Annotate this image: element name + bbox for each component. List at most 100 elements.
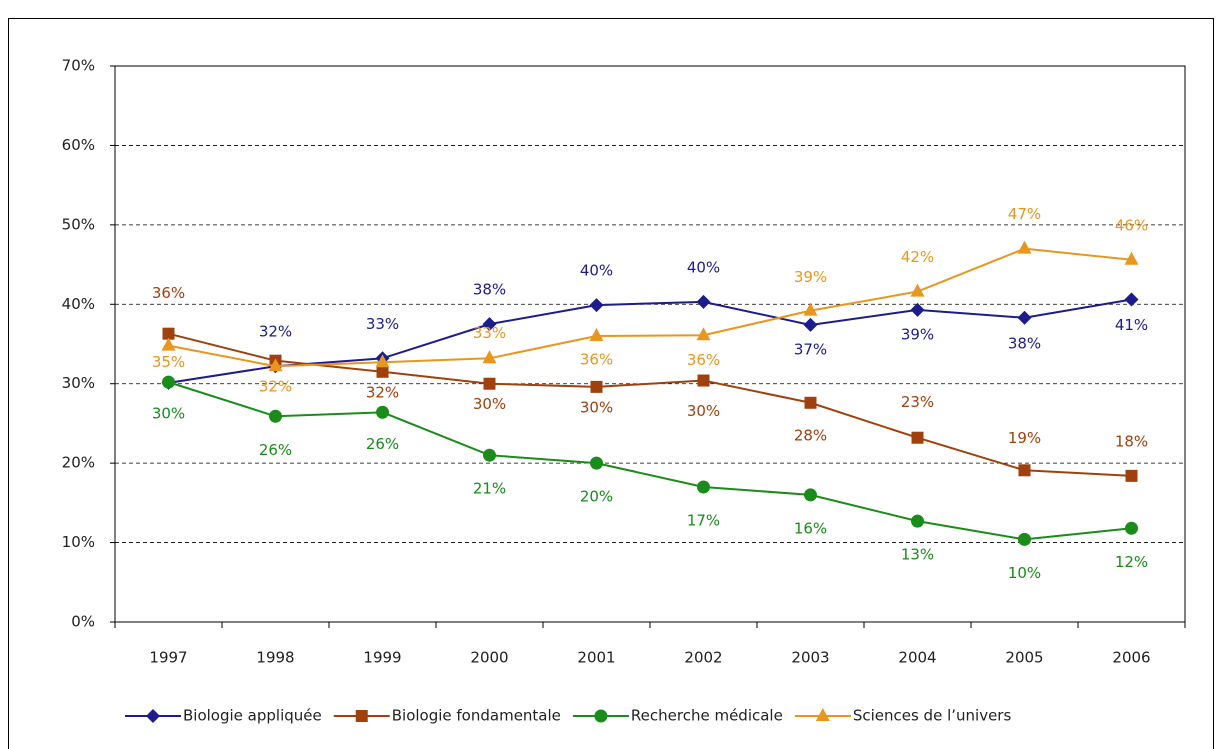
marker (355, 710, 368, 722)
y-tick-label: 20% (62, 454, 95, 472)
x-tick-label: 2006 (1112, 649, 1150, 667)
marker (590, 380, 603, 393)
y-tick-label: 10% (62, 533, 95, 551)
y-tick-label: 40% (62, 295, 95, 313)
x-tick-label: 1999 (363, 649, 401, 667)
series-line (168, 381, 1132, 541)
marker (696, 294, 711, 309)
marker (162, 375, 175, 389)
x-tick-label: 2005 (1005, 649, 1043, 667)
marker (1018, 464, 1031, 477)
data-label: 32% (259, 378, 292, 396)
data-label: 26% (366, 435, 399, 453)
data-label: 42% (901, 248, 934, 266)
data-label: 40% (687, 258, 720, 276)
y-tick-label: 70% (62, 57, 95, 75)
marker (1017, 310, 1032, 325)
marker (161, 337, 176, 351)
series-line (168, 247, 1132, 368)
marker (910, 302, 925, 317)
data-label: 12% (1115, 553, 1148, 571)
data-label: 39% (794, 268, 827, 286)
data-label: 46% (1115, 216, 1148, 234)
marker (696, 327, 711, 341)
marker (1125, 521, 1138, 535)
legend-label: Biologie fondamentale (392, 707, 561, 725)
marker (482, 350, 497, 364)
legend-label: Recherche médicale (631, 707, 783, 725)
chart-border (8, 18, 1214, 749)
series-line (168, 298, 1132, 384)
marker (483, 448, 496, 462)
data-label: 30% (580, 398, 613, 416)
marker (804, 488, 817, 502)
x-tick-label: 1998 (256, 649, 294, 667)
x-tick-label: 2000 (470, 649, 508, 667)
data-label: 41% (1115, 316, 1148, 334)
marker (1017, 240, 1032, 254)
data-label: 21% (473, 480, 506, 498)
marker (589, 298, 604, 313)
legend-label: Sciences de l’univers (853, 707, 1012, 725)
data-label: 36% (580, 351, 613, 369)
x-tick-label: 2004 (898, 649, 936, 667)
marker (803, 302, 818, 316)
data-label: 19% (1008, 429, 1041, 447)
marker (1124, 292, 1139, 307)
data-label: 17% (687, 511, 720, 529)
marker (1125, 469, 1138, 482)
data-label: 38% (1008, 334, 1041, 352)
data-label: 35% (152, 353, 185, 371)
marker (910, 283, 925, 297)
marker (911, 431, 924, 444)
marker (589, 328, 604, 342)
marker (803, 317, 818, 332)
data-label: 38% (473, 281, 506, 299)
marker (146, 709, 160, 723)
marker (269, 409, 282, 423)
x-tick-label: 2001 (577, 649, 615, 667)
data-label: 28% (794, 426, 827, 444)
marker (804, 396, 817, 409)
marker (697, 480, 710, 494)
y-tick-label: 60% (62, 136, 95, 154)
legend-label: Biologie appliquée (183, 707, 322, 725)
data-label: 16% (794, 519, 827, 537)
data-label: 30% (473, 395, 506, 413)
marker (162, 327, 175, 340)
x-tick-label: 2002 (684, 649, 722, 667)
marker (594, 709, 608, 723)
y-tick-label: 30% (62, 374, 95, 392)
series-line (168, 332, 1132, 477)
data-label: 37% (794, 340, 827, 358)
data-label: 47% (1008, 205, 1041, 223)
marker (1124, 251, 1139, 265)
marker (911, 514, 924, 528)
data-label: 20% (580, 488, 613, 506)
data-label: 39% (901, 325, 934, 343)
data-label: 36% (152, 284, 185, 302)
data-label: 32% (366, 383, 399, 401)
legend: Biologie appliquée Biologie fondamentale R… (125, 707, 1011, 725)
data-label: 33% (473, 324, 506, 342)
data-label: 30% (152, 405, 185, 423)
data-label: 23% (901, 393, 934, 411)
x-tick-label: 2003 (791, 649, 829, 667)
data-label: 13% (901, 546, 934, 564)
marker (815, 708, 830, 721)
data-label: 30% (687, 402, 720, 420)
data-label: 10% (1008, 564, 1041, 582)
data-label: 36% (687, 351, 720, 369)
marker (697, 374, 710, 387)
marker (1018, 532, 1031, 546)
marker (590, 456, 603, 470)
data-label: 40% (580, 262, 613, 280)
data-label: 32% (259, 323, 292, 341)
marker (268, 358, 283, 372)
y-tick-label: 50% (62, 215, 95, 233)
data-label: 26% (259, 441, 292, 459)
data-label: 18% (1115, 432, 1148, 450)
marker (482, 317, 497, 332)
marker (376, 365, 389, 378)
